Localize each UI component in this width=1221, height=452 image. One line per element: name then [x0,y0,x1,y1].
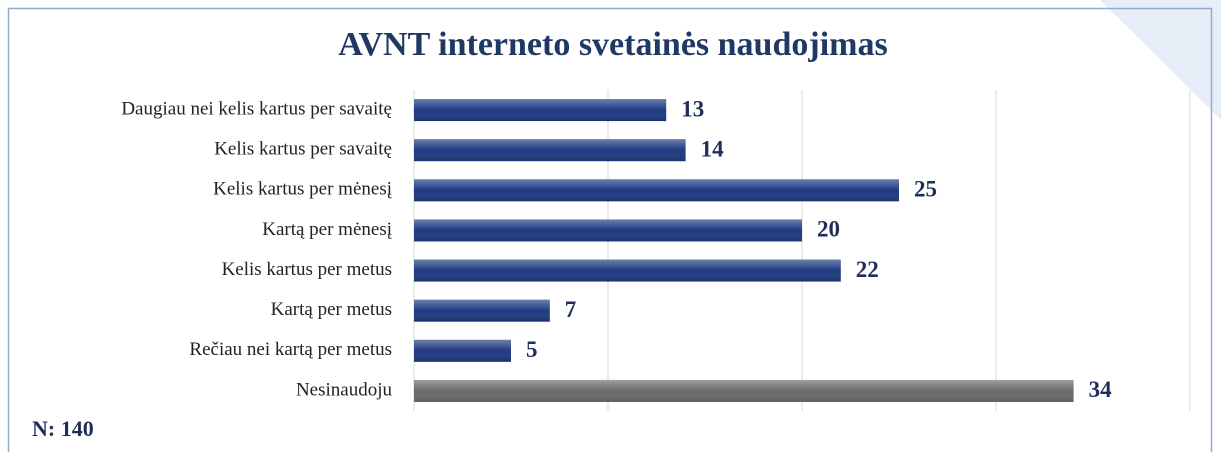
y-tick-label: Kelis kartus per savaitę [214,139,392,160]
bar-shade [414,339,511,362]
y-tick-label: Kartą per metus [271,299,392,320]
bar-shade [414,99,667,122]
value-label: 13 [681,96,704,121]
value-label: 20 [817,217,840,242]
value-label: 34 [1089,377,1113,402]
value-label: 7 [565,297,577,322]
value-label: 22 [856,257,879,282]
bar-shade [414,379,1074,402]
y-tick-label: Daugiau nei kelis kartus per savaitę [121,98,392,119]
y-tick-label: Nesinaudoju [296,379,393,400]
chart-title: AVNT interneto svetainės naudojimas [338,26,887,63]
bar-shade [414,179,899,202]
bar-shade [414,219,802,242]
bar-shade [414,299,550,322]
value-label: 5 [526,337,538,362]
bar-shade [414,139,686,162]
value-label: 14 [701,136,725,161]
y-tick-label: Kelis kartus per metus [222,259,392,280]
frame [7,7,1213,452]
bar-shade [414,259,841,282]
y-tick-label: Kartą per mėnesį [262,219,392,240]
y-tick-label: Kelis kartus per mėnesį [213,179,392,200]
value-label: 25 [914,177,937,202]
decoration [1100,0,1221,120]
y-tick-label: Rečiau nei kartą per metus [189,339,392,360]
annotation: N: 140 [32,416,94,441]
